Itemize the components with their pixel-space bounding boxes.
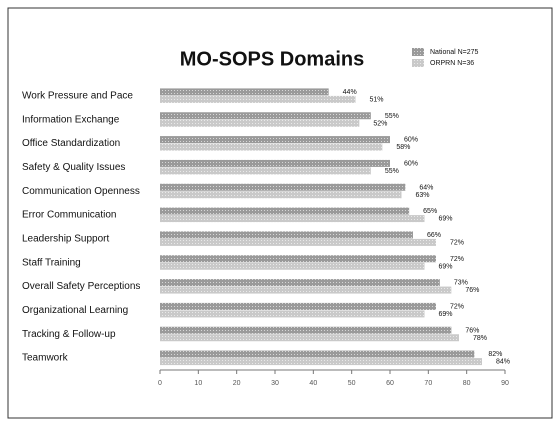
bar (160, 279, 440, 287)
x-tick-label: 70 (424, 380, 432, 387)
x-tick-label: 60 (386, 380, 394, 387)
value-label: 69% (439, 263, 453, 270)
x-tick-label: 90 (501, 380, 509, 387)
value-label: 55% (385, 168, 399, 175)
bar (160, 255, 436, 263)
category-label: Teamwork (22, 353, 69, 364)
category-label: Office Standardization (22, 138, 120, 149)
category-label: Safety & Quality Issues (22, 162, 125, 173)
value-label: 76% (465, 327, 479, 334)
category-label: Communication Openness (22, 186, 140, 197)
x-tick-label: 20 (233, 380, 241, 387)
category-label: Tracking & Follow-up (22, 329, 116, 340)
category-label: Error Communication (22, 210, 116, 221)
bar (160, 326, 452, 334)
value-label: 51% (370, 97, 384, 104)
x-tick-label: 40 (309, 380, 317, 387)
value-label: 55% (385, 113, 399, 120)
bar (160, 286, 452, 294)
category-label: Overall Safety Perceptions (22, 281, 140, 292)
bar (160, 136, 390, 144)
value-label: 58% (396, 144, 410, 151)
bar (160, 215, 425, 223)
bar (160, 262, 425, 270)
value-label: 63% (416, 192, 430, 199)
bar (160, 310, 425, 318)
category-label: Staff Training (22, 257, 81, 268)
bar (160, 191, 402, 199)
x-tick-label: 50 (348, 380, 356, 387)
chart-title: MO-SOPS Domains (180, 48, 364, 70)
legend-swatch (412, 48, 424, 56)
bar (160, 207, 410, 215)
legend-label: National N=275 (430, 49, 479, 56)
value-label: 82% (488, 351, 502, 358)
x-tick-label: 10 (194, 380, 202, 387)
value-label: 65% (423, 208, 437, 215)
bar (160, 159, 390, 167)
category-label: Information Exchange (22, 114, 120, 125)
value-label: 72% (450, 304, 464, 311)
value-label: 72% (450, 240, 464, 247)
category-label: Organizational Learning (22, 305, 128, 316)
legend-swatch (412, 59, 424, 67)
value-label: 76% (465, 287, 479, 294)
value-label: 60% (404, 137, 418, 144)
category-label: Leadership Support (22, 234, 110, 245)
bar (160, 112, 371, 120)
bar (160, 95, 356, 103)
value-label: 44% (343, 89, 357, 96)
legend-label: ORPRN N=36 (430, 60, 474, 67)
value-label: 66% (427, 232, 441, 239)
bar (160, 88, 329, 96)
slide-frame (7, 7, 553, 419)
bar (160, 183, 406, 191)
bar (160, 334, 459, 342)
bar (160, 238, 436, 246)
bar (160, 350, 475, 358)
value-label: 69% (439, 216, 453, 223)
value-label: 60% (404, 161, 418, 168)
bar (160, 302, 436, 310)
value-label: 84% (496, 359, 510, 366)
value-label: 72% (450, 256, 464, 263)
value-label: 52% (373, 120, 387, 127)
value-label: 69% (439, 311, 453, 318)
value-label: 78% (473, 335, 487, 342)
bar (160, 167, 371, 175)
value-label: 73% (454, 280, 468, 287)
x-tick-label: 30 (271, 380, 279, 387)
value-label: 64% (419, 184, 433, 191)
category-label: Work Pressure and Pace (22, 91, 133, 102)
x-tick-label: 80 (463, 380, 471, 387)
bar (160, 119, 360, 127)
bar (160, 143, 383, 151)
bar (160, 358, 482, 366)
bar (160, 231, 413, 239)
x-tick-label: 0 (158, 380, 162, 387)
